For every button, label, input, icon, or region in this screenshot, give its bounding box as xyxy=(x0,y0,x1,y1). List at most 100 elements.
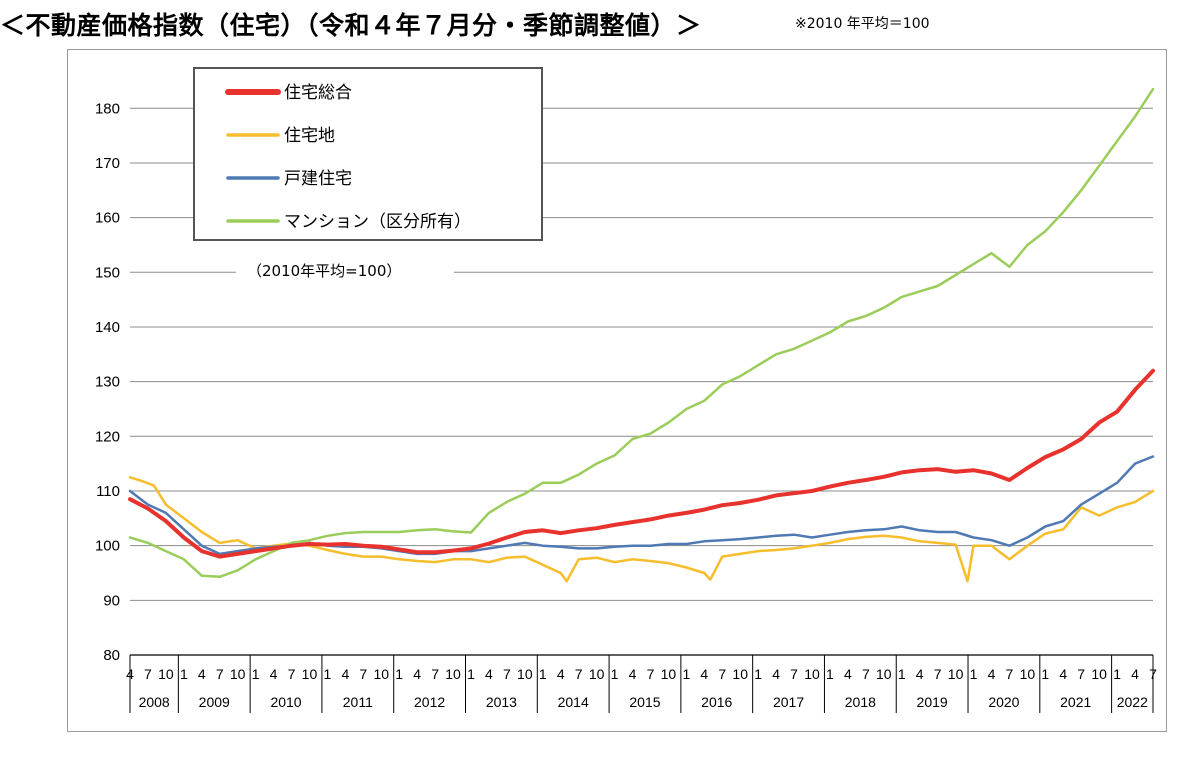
x-month-label: 10 xyxy=(804,666,820,682)
series-line-3 xyxy=(128,87,1155,579)
x-year-label: 2018 xyxy=(845,694,876,710)
x-year-label: 2020 xyxy=(988,694,1019,710)
page-title: ＜不動産価格指数（住宅）（令和４年７月分・季節調整値）＞ xyxy=(0,11,702,40)
x-month-label: 10 xyxy=(1020,666,1036,682)
x-year-label: 2009 xyxy=(199,694,230,710)
x-month-label: 10 xyxy=(661,666,677,682)
y-tick-label: 80 xyxy=(103,647,120,664)
x-month-label: 4 xyxy=(557,666,565,682)
y-tick-label: 180 xyxy=(95,100,120,117)
legend-label: 住宅総合 xyxy=(284,83,352,103)
x-year-label: 2015 xyxy=(629,694,660,710)
x-month-label: 7 xyxy=(144,666,152,682)
x-month-label: 7 xyxy=(1149,666,1157,682)
x-axis: 4 7 10 1 4 7 10 1 4 7 10 1 4 7 10 1 4 7 10 1 4 7 10 1 4 7 10 1 4 7 10 1… xyxy=(126,654,1157,713)
series-line-0 xyxy=(128,368,1155,559)
x-month-label: 7 xyxy=(288,666,296,682)
x-month-label: 1 xyxy=(1041,666,1049,682)
x-month-label: 1 xyxy=(826,666,834,682)
x-year-label: 2022 xyxy=(1117,694,1148,710)
x-month-label: 7 xyxy=(503,666,511,682)
x-month-label: 10 xyxy=(445,666,461,682)
y-tick-label: 120 xyxy=(95,428,120,445)
x-month-label: 7 xyxy=(718,666,726,682)
x-month-label: 10 xyxy=(948,666,964,682)
x-year-label: 2019 xyxy=(917,694,948,710)
x-year-label: 2021 xyxy=(1060,694,1091,710)
series-line-2 xyxy=(128,455,1155,556)
x-month-label: 4 xyxy=(700,666,708,682)
x-month-label: 1 xyxy=(539,666,547,682)
y-tick-label: 160 xyxy=(95,210,120,227)
x-month-label: 1 xyxy=(970,666,978,682)
x-month-label: 4 xyxy=(1059,666,1067,682)
x-month-label: 7 xyxy=(575,666,583,682)
x-month-label: 4 xyxy=(341,666,349,682)
x-month-label: 1 xyxy=(682,666,690,682)
x-month-label: 1 xyxy=(180,666,188,682)
y-tick-label: 100 xyxy=(95,538,120,555)
x-month-label: 10 xyxy=(1091,666,1107,682)
x-month-label: 10 xyxy=(589,666,605,682)
x-month-label: 10 xyxy=(373,666,389,682)
x-month-label: 7 xyxy=(1077,666,1085,682)
x-month-label: 4 xyxy=(988,666,996,682)
x-month-label: 4 xyxy=(126,666,134,682)
x-month-label: 4 xyxy=(916,666,924,682)
base-year-note: ※2010 年平均＝100 xyxy=(795,16,930,32)
legend-label: 戸建住宅 xyxy=(284,169,352,189)
x-month-label: 7 xyxy=(216,666,224,682)
x-month-label: 7 xyxy=(934,666,942,682)
x-month-label: 10 xyxy=(732,666,748,682)
legend-label: マンション（区分所有） xyxy=(284,212,471,232)
annotation-label: （2010年平均=100） xyxy=(247,262,401,280)
x-month-label: 4 xyxy=(844,666,852,682)
x-month-label: 4 xyxy=(772,666,780,682)
x-month-label: 4 xyxy=(629,666,637,682)
x-month-label: 10 xyxy=(158,666,174,682)
x-month-label: 7 xyxy=(647,666,655,682)
x-month-label: 7 xyxy=(790,666,798,682)
x-month-label: 4 xyxy=(1131,666,1139,682)
y-tick-label: 130 xyxy=(95,374,120,391)
x-month-label: 10 xyxy=(517,666,533,682)
y-tick-label: 170 xyxy=(95,155,120,172)
x-year-label: 2008 xyxy=(139,694,170,710)
x-year-label: 2011 xyxy=(343,694,373,710)
x-month-label: 1 xyxy=(898,666,906,682)
x-year-label: 2017 xyxy=(773,694,804,710)
x-year-label: 2014 xyxy=(558,694,589,710)
x-year-label: 2010 xyxy=(270,694,301,710)
y-axis: 80 90 100 110 120 130 140 150 160 170 180 xyxy=(95,100,120,664)
x-year-label: 2013 xyxy=(486,694,517,710)
y-tick-label: 90 xyxy=(103,592,120,609)
x-month-label: 1 xyxy=(252,666,260,682)
x-year-label: 2016 xyxy=(701,694,732,710)
x-month-label: 10 xyxy=(876,666,892,682)
x-month-label: 10 xyxy=(302,666,318,682)
y-tick-label: 140 xyxy=(95,319,120,336)
x-month-label: 1 xyxy=(395,666,403,682)
annotation: （2010年平均=100） xyxy=(236,258,454,284)
y-tick-label: 110 xyxy=(96,483,120,500)
x-month-label: 1 xyxy=(324,666,332,682)
x-month-label: 10 xyxy=(230,666,246,682)
x-month-label: 1 xyxy=(1113,666,1121,682)
x-month-label: 7 xyxy=(359,666,367,682)
x-month-label: 7 xyxy=(1006,666,1014,682)
x-month-label: 4 xyxy=(270,666,278,682)
series-lines xyxy=(128,87,1155,583)
x-year-label: 2012 xyxy=(414,694,445,710)
x-month-label: 4 xyxy=(413,666,421,682)
x-month-label: 1 xyxy=(611,666,619,682)
x-month-label: 4 xyxy=(198,666,206,682)
x-month-label: 4 xyxy=(485,666,493,682)
series-line-1 xyxy=(128,476,1155,583)
x-month-label: 7 xyxy=(431,666,439,682)
x-month-label: 1 xyxy=(467,666,475,682)
y-tick-label: 150 xyxy=(95,264,120,281)
x-month-label: 1 xyxy=(754,666,762,682)
legend-label: 住宅地 xyxy=(284,126,335,146)
